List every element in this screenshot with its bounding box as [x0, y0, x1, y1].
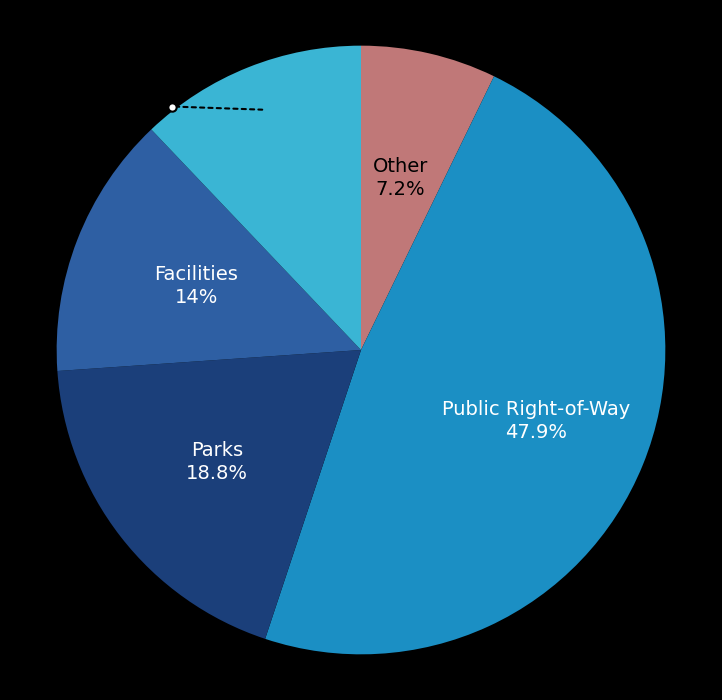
- Text: Other
7.2%: Other 7.2%: [373, 157, 428, 200]
- Text: Public Right-of-Way
47.9%: Public Right-of-Way 47.9%: [442, 400, 630, 442]
- Text: Facilities
14%: Facilities 14%: [155, 265, 238, 307]
- Wedge shape: [265, 76, 666, 654]
- Text: Parks
18.8%: Parks 18.8%: [186, 441, 248, 483]
- Wedge shape: [361, 46, 494, 350]
- Wedge shape: [57, 350, 361, 639]
- Wedge shape: [152, 46, 361, 350]
- Wedge shape: [56, 130, 361, 371]
